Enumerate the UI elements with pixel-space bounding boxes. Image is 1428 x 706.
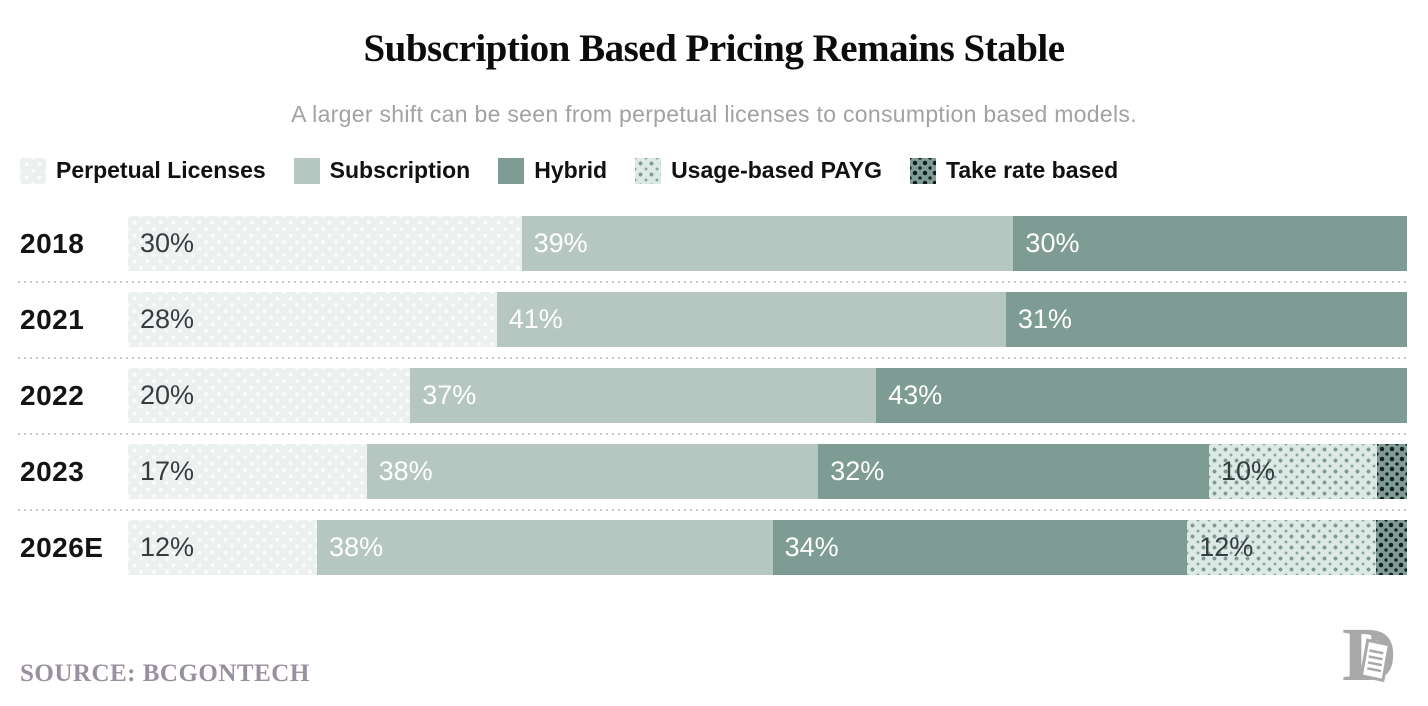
bar-segment-payg: 10% <box>1209 444 1377 499</box>
segment-value-label: 30% <box>140 228 195 258</box>
segment-value-label: 20% <box>140 380 195 410</box>
legend-swatch-perpetual-icon <box>20 157 46 184</box>
legend-item-subscription: Subscription <box>293 157 471 184</box>
row-label-2026E: 2026E <box>20 532 104 563</box>
row-label-2023: 2023 <box>20 456 85 487</box>
stacked-bar-2022: 20% 37% 43% <box>128 368 1407 423</box>
legend-item-hybrid: Hybrid <box>498 157 607 184</box>
bar-segment-perpetual: 12% <box>128 520 318 575</box>
segment-value-label: 32% <box>830 456 885 486</box>
chart-rows: 2018 30% 39% 30% 2021 28% 41% 31% 2022 20% 37% 43% 2… <box>18 216 1407 575</box>
row-label-2018: 2018 <box>20 228 85 259</box>
segment-value-label: 38% <box>329 532 384 562</box>
row-label-2021: 2021 <box>20 304 85 335</box>
legend-swatch-hybrid-icon <box>498 157 525 184</box>
publisher-logo-icon: D <box>1342 613 1412 699</box>
bar-segment-hybrid: 32% <box>818 444 1210 499</box>
stacked-bar-2026E: 12% 38% 34% 12% <box>128 520 1407 575</box>
legend-item-payg: Usage-based PAYG <box>635 157 882 184</box>
stacked-bar-2021: 28% 41% 31% <box>128 292 1407 347</box>
legend-label-perpetual: Perpetual Licenses <box>56 157 266 183</box>
legend-item-perpetual: Perpetual Licenses <box>20 157 266 184</box>
legend-swatch-subscription-icon <box>293 157 320 184</box>
row-label-2022: 2022 <box>20 380 85 411</box>
bar-segment-subscription: 39% <box>521 216 1014 271</box>
bar-row-2018: 2018 30% 39% 30% <box>20 216 1407 271</box>
bar-segment-hybrid: 31% <box>1005 292 1407 347</box>
bar-segment-perpetual: 20% <box>128 368 411 423</box>
chart-title: Subscription Based Pricing Remains Stabl… <box>363 27 1065 70</box>
segment-value-label: 28% <box>140 304 195 334</box>
bar-segment-take <box>1376 444 1407 499</box>
segment-value-label: 41% <box>508 304 563 334</box>
stacked-bar-2023: 17% 38% 32% 10% <box>128 444 1407 499</box>
legend-label-hybrid: Hybrid <box>534 157 608 183</box>
bar-segment-payg: 12% <box>1187 520 1377 575</box>
segment-value-label: 34% <box>784 532 839 562</box>
legend: Perpetual Licenses Subscription Hybrid Usag… <box>20 157 1118 184</box>
row-divider <box>18 357 1407 359</box>
legend-label-take: Take rate based <box>945 157 1119 183</box>
bar-segment-hybrid: 43% <box>876 368 1407 423</box>
legend-swatch-payg-icon <box>635 157 662 184</box>
row-divider <box>18 433 1407 435</box>
bar-row-2021: 2021 28% 41% 31% <box>20 292 1407 347</box>
legend-label-subscription: Subscription <box>329 157 471 183</box>
bar-segment-perpetual: 17% <box>128 444 367 499</box>
bar-segment-subscription: 41% <box>496 292 1006 347</box>
segment-value-label: 10% <box>1221 456 1276 486</box>
bar-segment-subscription: 37% <box>410 368 877 423</box>
segment-value-label: 38% <box>378 456 433 486</box>
segment-value-label: 31% <box>1017 304 1072 334</box>
segment-value-label: 43% <box>888 380 943 410</box>
segment-value-label: 30% <box>1025 228 1080 258</box>
bar-row-2022: 2022 20% 37% 43% <box>20 368 1407 423</box>
bar-segment-hybrid: 34% <box>772 520 1188 575</box>
segment-value-label: 17% <box>140 456 195 486</box>
source-credit: SOURCE: BCGONTECH <box>20 660 310 687</box>
chart-subtitle: A larger shift can be seen from perpetua… <box>291 101 1137 127</box>
bar-segment-perpetual: 28% <box>128 292 497 347</box>
row-divider <box>18 281 1407 283</box>
legend-item-take: Take rate based <box>909 157 1119 184</box>
bar-segment-perpetual: 30% <box>128 216 522 271</box>
bar-segment-subscription: 38% <box>317 520 773 575</box>
segment-value-label: 12% <box>140 532 195 562</box>
bar-segment-subscription: 38% <box>366 444 819 499</box>
segment-value-label: 37% <box>422 380 477 410</box>
legend-swatch-take-icon <box>909 157 936 184</box>
bar-segment-take <box>1376 520 1407 575</box>
stacked-bar-2018: 30% 39% 30% <box>128 216 1407 271</box>
segment-value-label: 39% <box>533 228 588 258</box>
row-divider <box>18 509 1407 511</box>
bar-row-2023: 2023 17% 38% 32% 10% <box>20 444 1407 499</box>
segment-value-label: 12% <box>1199 532 1254 562</box>
bar-row-2026E: 2026E 12% 38% 34% 12% <box>20 520 1407 575</box>
legend-label-payg: Usage-based PAYG <box>671 157 882 183</box>
bar-segment-hybrid: 30% <box>1013 216 1407 271</box>
